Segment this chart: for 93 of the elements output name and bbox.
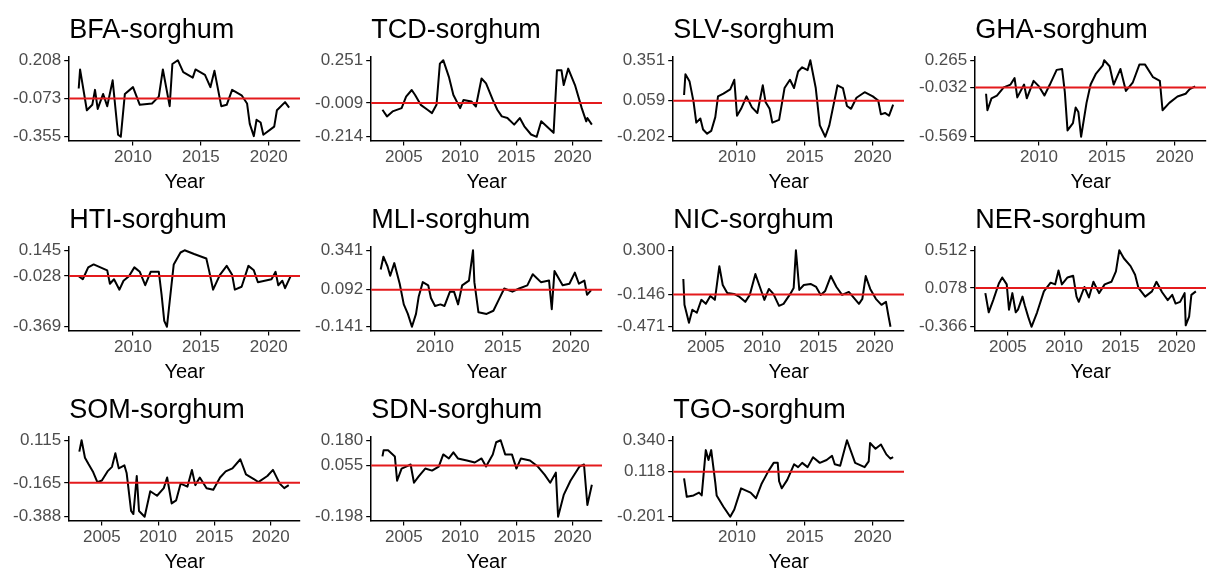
chart-title: GHA-sorghum xyxy=(975,13,1148,44)
x-tick-label: 2010 xyxy=(1045,337,1084,357)
chart-title: MLI-sorghum xyxy=(371,203,531,234)
x-tick-label: 2020 xyxy=(853,147,892,167)
y-tick-label: -0.073 xyxy=(13,88,62,108)
x-tick-label: 2020 xyxy=(855,337,894,357)
y-tick-label: 0.251 xyxy=(320,49,364,69)
x-tick-label: 2015 xyxy=(181,337,220,357)
chart-title: SLV-sorghum xyxy=(673,13,835,44)
y-tick-label: -0.165 xyxy=(13,472,62,492)
y-tick-label: -0.146 xyxy=(617,284,666,304)
x-tick-label: 2010 xyxy=(114,147,152,167)
y-tick-label: 0.341 xyxy=(320,239,364,259)
x-tick-label: 2010 xyxy=(139,527,178,547)
chart-title: HTI-sorghum xyxy=(69,203,227,234)
y-tick-label: 0.115 xyxy=(19,429,62,449)
y-tick-label: -0.201 xyxy=(617,506,666,526)
y-tick-label: -0.198 xyxy=(315,506,364,526)
y-tick-label: 0.265 xyxy=(924,49,968,69)
x-tick-label: 2010 xyxy=(114,337,152,357)
x-tick-label: 2010 xyxy=(1020,147,1058,167)
x-tick-label: 2015 xyxy=(1087,147,1126,167)
x-tick-label: 2005 xyxy=(82,527,121,547)
x-tick-label: 2010 xyxy=(416,337,454,357)
x-tick-label: 2015 xyxy=(799,337,838,357)
x-axis-title: Year xyxy=(466,359,508,382)
y-tick-label: 0.059 xyxy=(622,90,666,110)
y-tick-label: -0.028 xyxy=(13,265,62,285)
y-tick-label: -0.388 xyxy=(13,506,62,526)
x-axis-title: Year xyxy=(1070,359,1112,382)
x-tick-label: 2020 xyxy=(553,527,592,547)
x-tick-label: 2010 xyxy=(718,527,756,547)
x-tick-label: 2005 xyxy=(384,527,423,547)
x-tick-label: 2020 xyxy=(553,147,592,167)
x-tick-label: 2015 xyxy=(497,147,536,167)
y-tick-label: -0.355 xyxy=(13,126,62,146)
x-axis-title: Year xyxy=(164,169,206,192)
x-tick-label: 2020 xyxy=(249,337,288,357)
x-axis-title: Year xyxy=(164,549,206,572)
y-tick-label: 0.208 xyxy=(18,49,62,69)
x-tick-label: 2020 xyxy=(1155,147,1194,167)
x-tick-label: 2015 xyxy=(483,337,522,357)
y-tick-label: -0.366 xyxy=(919,316,968,336)
y-tick-label: 0.145 xyxy=(18,239,62,259)
chart-title: SOM-sorghum xyxy=(69,393,245,424)
x-axis-title: Year xyxy=(466,169,508,192)
y-tick-label: -0.214 xyxy=(315,126,364,146)
x-tick-label: 2015 xyxy=(497,527,536,547)
x-tick-label: 2005 xyxy=(988,337,1027,357)
x-tick-label: 2005 xyxy=(384,147,423,167)
x-tick-label: 2010 xyxy=(743,337,782,357)
x-tick-label: 2005 xyxy=(686,337,725,357)
chart-title: BFA-sorghum xyxy=(69,13,235,44)
y-tick-label: -0.141 xyxy=(315,316,364,336)
x-tick-label: 2015 xyxy=(181,147,220,167)
x-tick-label: 2010 xyxy=(441,147,480,167)
y-tick-label: -0.569 xyxy=(919,126,968,146)
x-axis-title: Year xyxy=(768,549,810,572)
y-tick-label: 0.055 xyxy=(320,455,364,475)
y-tick-label: -0.369 xyxy=(13,316,62,336)
y-tick-label: 0.180 xyxy=(320,429,364,449)
x-tick-label: 2015 xyxy=(1101,337,1140,357)
x-tick-label: 2015 xyxy=(785,527,824,547)
y-tick-label: -0.471 xyxy=(617,316,666,336)
y-tick-label: 0.340 xyxy=(622,429,666,449)
x-tick-label: 2015 xyxy=(785,147,824,167)
x-tick-label: 2010 xyxy=(441,527,480,547)
x-tick-label: 2015 xyxy=(195,527,234,547)
y-tick-label: -0.202 xyxy=(617,126,666,146)
x-axis-title: Year xyxy=(466,549,508,572)
x-tick-label: 2010 xyxy=(718,147,756,167)
chart-title: SDN-sorghum xyxy=(371,393,543,424)
x-axis-title: Year xyxy=(164,359,206,382)
x-tick-label: 2020 xyxy=(1157,337,1196,357)
y-tick-label: 0.078 xyxy=(924,277,968,297)
y-tick-label: 0.512 xyxy=(924,239,968,259)
chart-title: NIC-sorghum xyxy=(673,203,834,234)
y-tick-label: 0.092 xyxy=(320,279,364,299)
y-tick-label: 0.351 xyxy=(622,49,666,69)
x-axis-title: Year xyxy=(768,169,810,192)
y-tick-label: -0.009 xyxy=(315,92,364,112)
y-tick-label: 0.118 xyxy=(623,461,666,481)
x-axis-title: Year xyxy=(1070,169,1112,192)
chart-title: NER-sorghum xyxy=(975,203,1147,234)
chart-title: TCD-sorghum xyxy=(371,13,541,44)
chart-title: TGO-sorghum xyxy=(673,393,846,424)
x-tick-label: 2020 xyxy=(551,337,590,357)
y-tick-label: -0.032 xyxy=(919,77,968,97)
x-tick-label: 2020 xyxy=(853,527,892,547)
x-tick-label: 2020 xyxy=(249,147,288,167)
y-tick-label: 0.300 xyxy=(622,239,666,259)
x-axis-title: Year xyxy=(768,359,810,382)
x-tick-label: 2020 xyxy=(251,527,290,547)
